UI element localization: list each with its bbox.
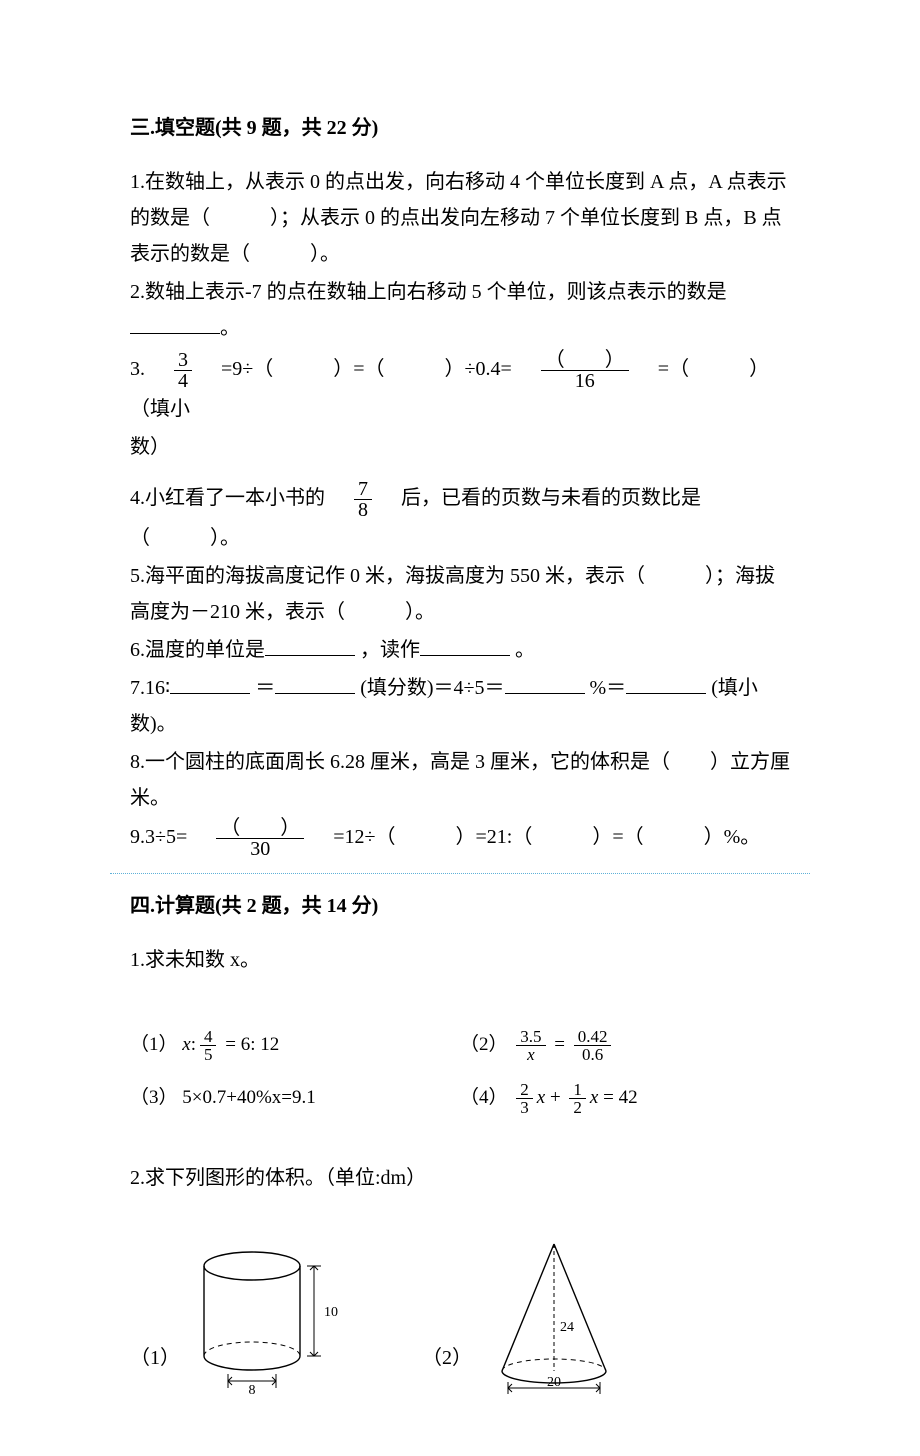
blank [170, 673, 250, 694]
q3-2-tail: 。 [220, 317, 240, 339]
q3-4: 4.小红看了一本小书的 7 8 后，已看的页数与未看的页数比是（ ）。 [130, 479, 790, 556]
blank [505, 673, 585, 694]
q3-3-line2: 数） [130, 429, 790, 465]
frac-den: 4 [174, 371, 192, 391]
frac-den: 8 [354, 500, 372, 520]
q3-7: 7.16∶ ＝ (填分数)＝4÷5＝ %＝ (填小数)。 [130, 670, 790, 742]
cyl-diameter: 8 [249, 1383, 256, 1396]
blank [626, 673, 706, 694]
cyl-height: 10 [324, 1305, 338, 1320]
cone-height: 24 [560, 1320, 574, 1335]
blank [420, 635, 510, 656]
eq2-label: （2） [460, 1034, 508, 1055]
q3-7-c: (填分数)＝4÷5＝ [360, 677, 504, 699]
equation-row-1: （1） x:45 = 6: 12 （2） 3.5x = 0.420.6 [130, 1028, 790, 1063]
q3-7-d: %＝ [590, 677, 627, 699]
cone-diameter: 20 [547, 1375, 561, 1390]
q4-2: 2.求下列图形的体积。（单位:dm） [130, 1160, 790, 1196]
fraction-blank-16: （ ） 16 [541, 350, 629, 391]
frac-num: （ ） [216, 818, 304, 839]
eq4-label: （4） [460, 1087, 508, 1108]
cone-icon: 24 20 [484, 1236, 624, 1396]
equation-4: （4） 23x + 12x = 42 [460, 1081, 790, 1116]
fraction-7-8: 7 8 [354, 479, 372, 520]
q3-4-lead: 4.小红看了一本小书的 [130, 487, 345, 509]
section-4-heading: 四.计算题(共 2 题，共 14 分) [130, 888, 790, 924]
q4-1: 1.求未知数 x。 [130, 942, 790, 978]
frac-den: 16 [541, 371, 629, 391]
equation-row-2: （3） 5×0.7+40%x=9.1 （4） 23x + 12x = 42 [130, 1081, 790, 1116]
q3-6-b: ，读作 [360, 639, 420, 661]
frac-num: （ ） [541, 350, 629, 371]
q3-9-tail: =12÷（ ）=21:（ ）=（ ）%。 [313, 826, 760, 848]
blank [275, 673, 355, 694]
equation-1: （1） x:45 = 6: 12 [130, 1028, 460, 1063]
equation-3: （3） 5×0.7+40%x=9.1 [130, 1081, 460, 1116]
eq3-body: 5×0.7+40%x=9.1 [182, 1087, 315, 1108]
q3-3-mid1: =9÷（ ）=（ ）÷0.4= [201, 358, 532, 380]
q3-6: 6.温度的单位是 ，读作 。 [130, 632, 790, 668]
dotted-rule [110, 873, 810, 874]
eq1-label: （1） [130, 1034, 178, 1055]
eq3-label: （3） [130, 1087, 178, 1108]
figure-2-wrap: （2） 24 20 [422, 1236, 624, 1396]
fraction-3-4: 3 4 [174, 350, 192, 391]
frac-num: 3 [174, 350, 192, 371]
figure-1-label: （1） [130, 1340, 180, 1376]
q3-8: 8.一个圆柱的底面周长 6.28 厘米，高是 3 厘米，它的体积是（ ）立方厘米… [130, 744, 790, 816]
cylinder-icon: 8 10 [192, 1246, 352, 1396]
q3-5: 5.海平面的海拔高度记作 0 米，海拔高度为 550 米，表示（ ）；海拔高度为… [130, 558, 790, 630]
section-3-heading: 三.填空题(共 9 题，共 22 分) [130, 110, 790, 146]
q3-7-a: 7.16∶ [130, 677, 170, 699]
q3-7-b: ＝ [255, 677, 275, 699]
figures-row: （1） 8 10 （2） [130, 1236, 790, 1396]
frac-num: 7 [354, 479, 372, 500]
q3-1: 1.在数轴上，从表示 0 的点出发，向右移动 4 个单位长度到 A 点，A 点表… [130, 164, 790, 272]
fraction-blank-30: （ ） 30 [216, 818, 304, 859]
blank [130, 313, 220, 334]
q3-9: 9.3÷5= （ ） 30 =12÷（ ）=21:（ ）=（ ）%。 [130, 818, 790, 859]
equation-2: （2） 3.5x = 0.420.6 [460, 1028, 790, 1063]
frac-den: 30 [216, 839, 304, 859]
figure-2-label: （2） [422, 1340, 472, 1376]
q3-2-text: 2.数轴上表示-7 的点在数轴上向右移动 5 个单位，则该点表示的数是 [130, 281, 727, 303]
q3-6-a: 6.温度的单位是 [130, 639, 265, 661]
q3-3: 3. 3 4 =9÷（ ）=（ ）÷0.4= （ ） 16 =（ ）（填小 [130, 350, 790, 427]
blank [265, 635, 355, 656]
figure-1-wrap: （1） 8 10 [130, 1246, 352, 1396]
q3-9-lead: 9.3÷5= [130, 826, 207, 848]
q3-6-c: 。 [515, 639, 535, 661]
q3-3-lead: 3. [130, 358, 165, 380]
q3-2: 2.数轴上表示-7 的点在数轴上向右移动 5 个单位，则该点表示的数是 。 [130, 274, 790, 346]
